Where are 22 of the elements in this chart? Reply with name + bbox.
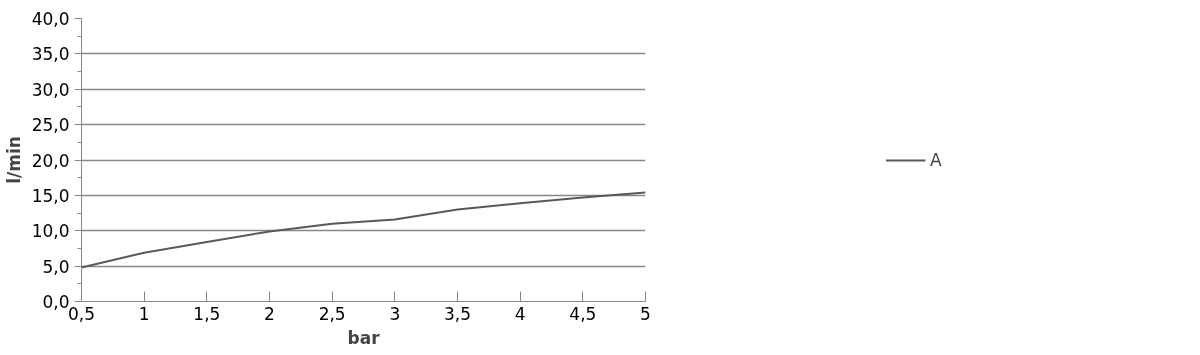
y-tick-label: 10,0	[31, 221, 70, 242]
legend-label: A	[930, 149, 943, 170]
x-tick-label: 3,5	[443, 303, 472, 324]
y-tick-label: 20,0	[31, 150, 70, 171]
y-tick-label: 25,0	[31, 115, 70, 136]
y-tick-label: 5,0	[42, 256, 70, 277]
x-axis-title: bar	[347, 327, 381, 348]
y-tick-label: 35,0	[31, 44, 70, 65]
x-tick-label: 4	[514, 303, 526, 324]
x-tick-label: 1	[138, 303, 150, 324]
x-tick-label: 4,5	[569, 303, 597, 324]
y-tick-label: 40,0	[31, 9, 70, 29]
y-tick-label: 30,0	[31, 79, 70, 100]
line-series	[81, 191, 646, 269]
x-tick-label: 2,5	[318, 303, 346, 324]
y-axis-title: l/min	[3, 136, 24, 184]
x-tick-label: 3	[389, 303, 401, 324]
x-tick-label: 1,5	[193, 303, 221, 324]
x-tick-label: 5	[640, 303, 651, 324]
x-tick-label: 2	[264, 303, 275, 324]
y-tick-label: 15,0	[31, 185, 70, 206]
y-tick-label: 0,0	[42, 292, 70, 312]
